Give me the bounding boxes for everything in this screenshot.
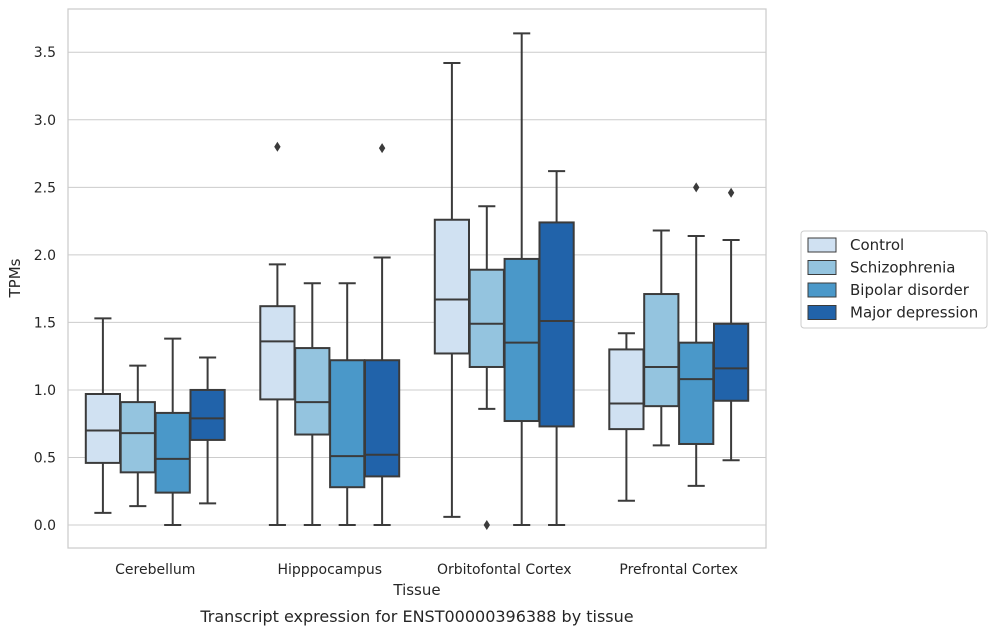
- x-axis-title: Tissue: [392, 581, 440, 599]
- iqr-box: [154, 411, 191, 494]
- box-schizophrenia: [119, 364, 156, 508]
- legend: Control Schizophrenia Bipolar disorder Majo…: [800, 230, 988, 329]
- legend-label: Bipolar disorder: [850, 281, 970, 299]
- iqr-box: [678, 341, 715, 445]
- y-tick-label: 0.5: [34, 450, 56, 466]
- y-tick-label: 0.0: [34, 518, 56, 534]
- x-tick-label: Hipppocampus: [277, 562, 382, 578]
- y-tick-label: 1.0: [34, 383, 56, 399]
- legend-label: Control: [850, 236, 904, 254]
- iqr-box: [259, 305, 296, 401]
- legend-swatch: [807, 305, 837, 320]
- outlier-point: [378, 143, 386, 154]
- box-major-depression: [189, 356, 226, 505]
- box-bipolar-disorder: [329, 282, 366, 527]
- legend-label: Major depression: [850, 304, 978, 322]
- x-tick-label: Cerebellum: [115, 562, 195, 578]
- iqr-box: [712, 322, 750, 402]
- outlier-point: [483, 520, 490, 531]
- y-tick-label: 3.5: [34, 45, 56, 61]
- box-major-depression: [538, 170, 575, 527]
- iqr-box: [468, 268, 505, 368]
- y-axis-title: TPMs: [6, 258, 24, 298]
- box-bipolar-disorder: [503, 32, 540, 527]
- x-tick-label: Prefrontal Cortex: [619, 562, 738, 578]
- box-schizophrenia: [468, 205, 505, 531]
- iqr-box: [538, 221, 575, 428]
- box-schizophrenia: [294, 282, 331, 527]
- plot-area-frame: [67, 8, 767, 549]
- outlier-point: [727, 187, 735, 198]
- box-control: [259, 141, 296, 527]
- box-major-depression: [712, 187, 750, 462]
- x-tick-labels: Cerebellum Hipppocampus Orbitofontal Corte…: [115, 562, 738, 578]
- box-control: [433, 62, 471, 518]
- box-control: [84, 317, 122, 514]
- iqr-box: [363, 359, 401, 478]
- box-schizophrenia: [643, 229, 680, 447]
- legend-swatch: [807, 282, 837, 298]
- outlier-point: [693, 182, 700, 193]
- legend-label: Schizophrenia: [850, 259, 955, 277]
- iqr-box: [608, 348, 645, 431]
- box-control: [608, 332, 645, 502]
- y-tick-labels: 0.0 0.5 1.0 1.5 2.0 2.5 3.0 3.5: [34, 45, 56, 534]
- y-tick-label: 3.0: [34, 113, 56, 129]
- chart-caption: Transcript expression for ENST0000039638…: [199, 607, 633, 626]
- x-tick-label: Orbitofontal Cortex: [437, 562, 572, 578]
- iqr-box: [329, 359, 366, 489]
- iqr-box: [643, 293, 680, 408]
- legend-frame: [800, 230, 988, 329]
- legend-swatch: [807, 237, 837, 253]
- iqr-box: [84, 393, 122, 464]
- box-bipolar-disorder: [678, 182, 715, 487]
- legend-swatch: [807, 260, 837, 275]
- box-bipolar-disorder: [154, 337, 191, 527]
- box-plots: [84, 32, 750, 531]
- y-tick-label: 1.5: [34, 315, 56, 331]
- y-tick-label: 2.0: [34, 248, 56, 264]
- iqr-box: [503, 257, 540, 423]
- iqr-box: [294, 347, 331, 436]
- iqr-box: [119, 401, 156, 474]
- iqr-box: [433, 218, 471, 355]
- outlier-point: [274, 141, 281, 152]
- iqr-box: [189, 388, 226, 441]
- y-tick-label: 2.5: [34, 180, 56, 196]
- box-major-depression: [363, 143, 401, 527]
